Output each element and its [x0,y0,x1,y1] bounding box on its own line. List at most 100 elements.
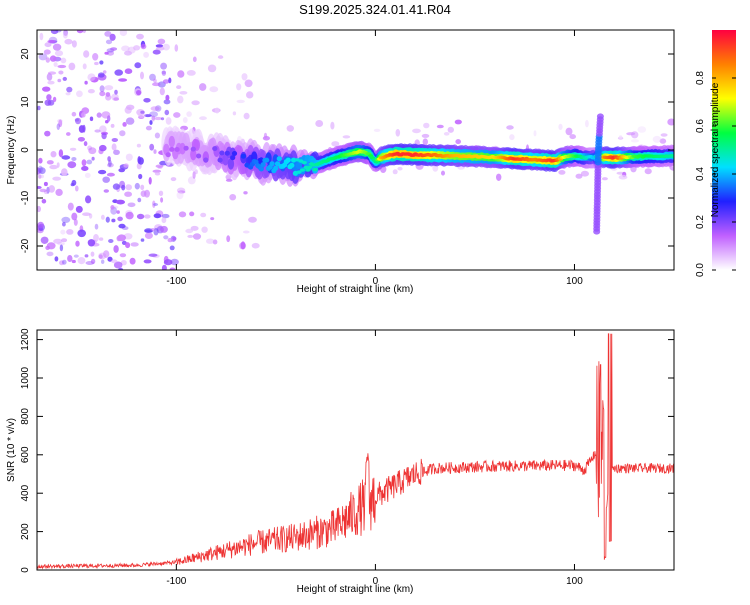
noise-blob [37,186,42,189]
noise-blob [106,50,114,56]
noise-blob [55,188,63,196]
noise-blob [44,42,52,48]
noise-blob [125,211,134,220]
noise-blob [129,257,136,265]
ridge-cell [269,161,275,167]
noise-blob [78,125,85,133]
noise-blob [152,169,162,173]
noise-blob [99,91,106,97]
y-tick-label: 0 [20,147,31,153]
noise-blob [42,86,51,92]
noise-blob [174,44,179,52]
noise-blob [47,80,55,85]
x-tick-label: 0 [373,576,379,587]
ridge-cell [273,165,279,171]
noise-blob [392,169,398,175]
noise-blob [87,145,92,151]
colorbar-ticks: 0.0 0.2 0.4 0.6 0.8 [695,71,736,277]
noise-blob [61,168,68,176]
noise-blob [67,161,77,169]
noise-blob [163,99,171,105]
noise-blob [187,234,194,238]
noise-blob [569,134,576,140]
noise-blob [160,225,168,233]
noise-blob [199,116,207,121]
noise-blob [105,120,109,124]
noise-blob [164,109,170,116]
noise-blob [506,125,514,130]
noise-blob [81,159,87,167]
noise-blob [217,55,224,59]
noise-blob [59,244,64,252]
spectrogram-x-axis-label: Height of straight line (km) [297,284,414,295]
noise-blob [114,89,118,95]
noise-blob [170,258,179,266]
noise-blob [104,31,112,37]
noise-blob [92,53,99,61]
noise-blob [77,257,86,265]
noise-blob [59,260,65,266]
ridge-cell [264,157,270,163]
snr-x-axis-label: Height of straight line (km) [297,584,414,595]
noise-blob [121,184,126,191]
noise-blob [140,43,147,50]
noise-blob [49,164,58,170]
noise-blob [138,157,144,165]
snr-frame [36,329,675,571]
noise-blob [76,90,83,98]
noise-blob [631,131,639,139]
noise-blob [117,216,123,222]
ridge-cell [168,135,175,148]
noise-blob [113,97,120,101]
noise-blob [331,141,340,147]
noise-blob [153,78,157,84]
noise-blob [119,253,127,258]
noise-blob [85,195,92,204]
noise-blob [38,174,42,179]
noise-blob [84,254,89,258]
noise-blob [64,38,73,45]
noise-blob [154,116,163,121]
noise-blob [137,112,146,119]
noise-blob [96,112,102,118]
y-tick-label: 400 [20,484,31,501]
noise-blob [101,214,105,220]
noise-blob [133,45,141,51]
noise-blob [125,153,133,161]
noise-blob [154,172,161,176]
noise-blob [108,239,114,243]
y-tick-label: 20 [20,48,31,60]
noise-blob [660,133,668,137]
noise-blob [50,151,57,158]
noise-blob [57,242,65,246]
noise-blob [39,32,44,41]
ridge-cell [670,154,674,159]
y-tick-label: 1000 [20,366,31,389]
noise-blob [47,71,57,75]
snr-series-line [37,333,674,570]
noise-blob [60,229,66,235]
ridge-cell [301,160,307,165]
ridge-cell [312,167,318,172]
noise-blob [242,230,250,234]
noise-blob [126,104,135,111]
noise-blob [630,139,640,143]
ridge-cell [224,150,230,156]
noise-blob [104,51,109,55]
noise-blob [134,182,140,190]
noise-blob [212,239,218,245]
noise-blob [66,132,71,136]
noise-blob [232,111,237,116]
noise-blob [46,251,54,257]
noise-blob [185,228,194,234]
noise-blob [71,212,78,221]
y-tick-label: -20 [20,238,31,253]
ridge-cell [305,168,311,172]
noise-blob [88,147,97,155]
colorbar-tick-label: 0.6 [695,119,706,133]
noise-blob [149,111,159,118]
noise-blob [201,226,208,233]
noise-blob [248,216,257,223]
